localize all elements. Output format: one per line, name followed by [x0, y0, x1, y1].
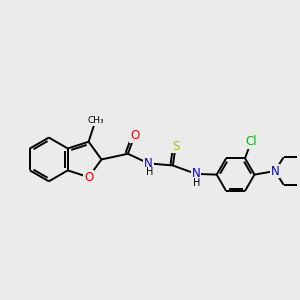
- Text: H: H: [146, 167, 153, 177]
- Text: N: N: [144, 157, 153, 170]
- Text: O: O: [84, 171, 93, 184]
- Text: H: H: [194, 178, 201, 188]
- Text: S: S: [172, 140, 179, 152]
- Text: N: N: [271, 164, 279, 178]
- Text: Cl: Cl: [245, 135, 257, 148]
- Text: O: O: [130, 129, 139, 142]
- Text: CH₃: CH₃: [87, 116, 104, 125]
- Text: N: N: [192, 167, 200, 180]
